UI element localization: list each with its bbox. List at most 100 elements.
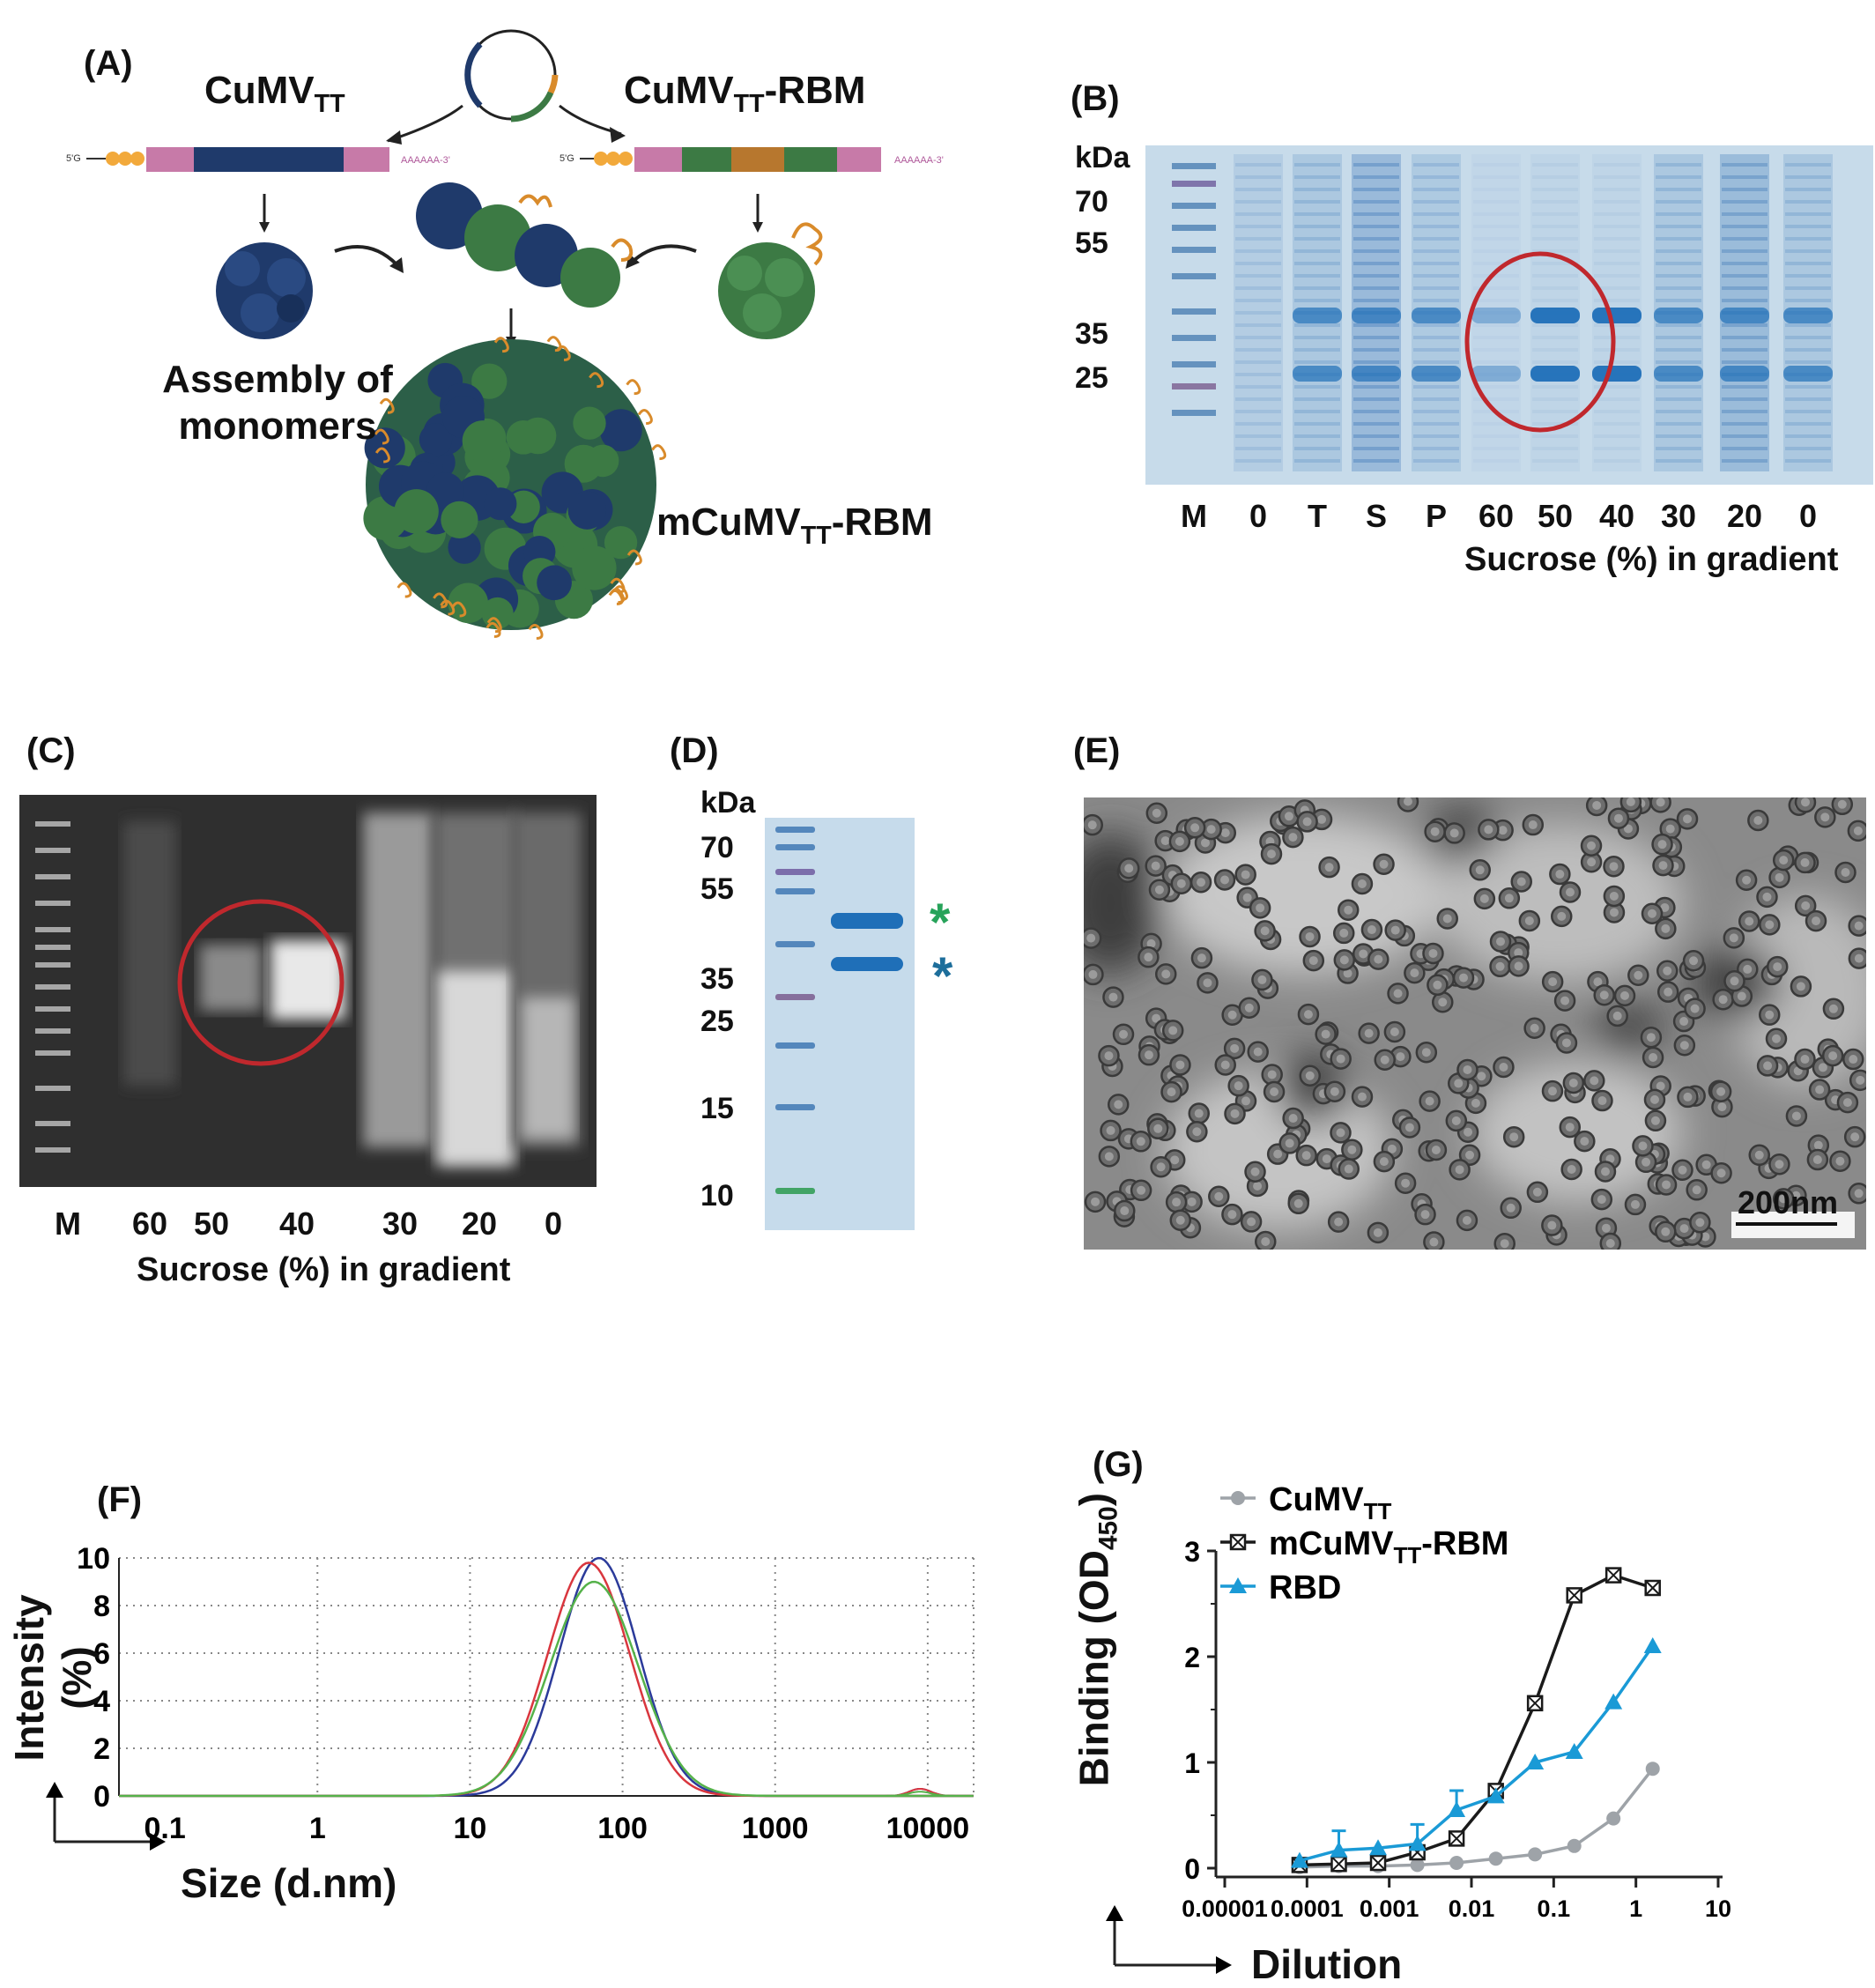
panel-g-series-0-point-6	[1528, 1847, 1543, 1862]
panel-b-lane-6: 50	[1537, 498, 1574, 534]
panel-f-xtick-100: 100	[597, 1812, 648, 1845]
panel-b-lane-1: 0	[1249, 498, 1268, 534]
scale-bar	[1736, 1222, 1837, 1226]
panel-g-series-2-point-9	[1643, 1637, 1662, 1653]
panel-d-marker-35: 35	[700, 962, 734, 996]
construct-left-label: CuMVTT	[204, 69, 345, 118]
panel-g-series-2-point-0	[1290, 1851, 1308, 1868]
panel-g-series-2-point-4	[1448, 1801, 1466, 1817]
panel-c-lane-6: 0	[544, 1205, 563, 1242]
panel-g-xtick-2: 0.001	[1360, 1895, 1419, 1922]
panel-f-label: (F)	[97, 1480, 143, 1519]
panel-c-lane-3: 40	[278, 1205, 315, 1242]
panel-g-series-2-point-6	[1526, 1754, 1545, 1769]
panel-a-label: (A)	[84, 44, 133, 83]
panel-g-ytick-1: 1	[1184, 1747, 1200, 1779]
panel-g-legend-0: CuMVTT	[1269, 1481, 1392, 1524]
panel-g-xtick-5: 1	[1629, 1895, 1642, 1922]
panel-b-lane-8: 30	[1660, 498, 1697, 534]
panel-g-legend-marker-2	[1229, 1577, 1247, 1593]
panel-f-xtick-0.1: 0.1	[144, 1812, 185, 1845]
panel-b-lane-10: 0	[1798, 498, 1818, 534]
plasmid-icon	[464, 29, 559, 122]
panel-c-lane-1: 60	[131, 1205, 168, 1242]
panel-g-ytick-3: 3	[1184, 1536, 1200, 1568]
panel-d-label: (D)	[670, 731, 719, 770]
panel-g-series-1-point-6	[1526, 1695, 1544, 1712]
panel-f-xtick-1000: 1000	[742, 1812, 809, 1845]
panel-b-lane-3: S	[1365, 498, 1387, 534]
panel-g-legend-2: RBD	[1269, 1569, 1341, 1606]
panel-g-legend-1: mCuMVTT-RBM	[1269, 1525, 1508, 1569]
panel-c-highlight-circle	[177, 899, 345, 1066]
panel-g-series-1-point-7	[1566, 1587, 1582, 1604]
panel-g-series-1	[1299, 1573, 1654, 1867]
panel-g-xtick-0: 0.00001	[1182, 1895, 1268, 1922]
panel-f-ytick-8: 8	[93, 1590, 110, 1623]
panel-f-xtick-10: 10	[454, 1812, 487, 1845]
panel-d-marker-15: 15	[700, 1092, 734, 1125]
green-monomer-icon	[718, 222, 823, 339]
panel-g-series-2-point-3	[1408, 1835, 1427, 1851]
panel-g-ytick-2: 2	[1184, 1642, 1200, 1673]
asterisk-green-icon: *	[930, 893, 951, 952]
panel-b-marker-25: 25	[1075, 361, 1108, 395]
panel-g-xtick-4: 0.1	[1538, 1895, 1571, 1922]
panel-b-lane-2: T	[1308, 498, 1327, 534]
construct-right-label: CuMVTT-RBM	[624, 69, 866, 118]
panel-f-ytick-2: 2	[93, 1732, 110, 1766]
panel-g-series-1-point-8	[1604, 1567, 1622, 1584]
panel-f-ylabel: Intensity (%)	[6, 1594, 100, 1762]
panel-f-xtick-10000: 10000	[886, 1812, 970, 1845]
panel-c-lane-0: M	[55, 1205, 81, 1242]
panel-c-label: (C)	[26, 731, 76, 770]
panel-b-gel	[1145, 145, 1873, 485]
panel-g-legend-marker-0	[1231, 1491, 1245, 1505]
panel-g-xtick-1: 0.0001	[1271, 1895, 1344, 1922]
panel-b-marker-55: 55	[1075, 226, 1108, 260]
panel-c-lane-labels: M 60 50 40 30 20 0	[19, 1205, 597, 1245]
panel-g-label: (G)	[1093, 1445, 1144, 1484]
panel-f-ytick-10: 10	[77, 1542, 110, 1576]
panel-c-gel	[19, 795, 597, 1187]
panel-g-series-0-point-4	[1449, 1856, 1464, 1870]
panel-f-ytick-0: 0	[93, 1780, 110, 1814]
panel-a-diagram: 5'G AAAAAA-3' 5'G AAAAAA-3'	[66, 29, 944, 640]
panel-d-gel	[765, 818, 915, 1230]
panel-f-xlabel: Size (d.nm)	[181, 1860, 397, 1906]
panel-g-ylabel: Binding (OD450)	[1071, 1492, 1123, 1787]
panel-g-ytick-0: 0	[1184, 1853, 1200, 1885]
panel-b-caption: Sucrose (%) in gradient	[1464, 541, 1839, 578]
panel-g-series-0-point-3	[1410, 1858, 1425, 1873]
panel-g-xtick-3: 0.01	[1449, 1895, 1495, 1922]
panel-g-series-2-point-1	[1330, 1841, 1348, 1858]
panel-g-series-0-point-5	[1488, 1851, 1503, 1866]
panel-b-lane-0: M	[1181, 498, 1207, 534]
construct-right: 5'G AAAAAA-3'	[560, 147, 944, 172]
asterisk-blue-icon: *	[932, 946, 953, 1005]
panel-d-unit: kDa	[700, 786, 756, 820]
panel-c-lane-2: 50	[193, 1205, 230, 1242]
scale-bar-label: 200nm	[1738, 1184, 1839, 1220]
panel-e-tem-image	[1084, 797, 1866, 1250]
construct-left: 5'G AAAAAA-3'	[66, 147, 450, 172]
panel-f-xtick-1: 1	[309, 1812, 326, 1845]
panel-g-legend-marker-1	[1229, 1533, 1247, 1551]
panel-d-marker-70: 70	[700, 831, 734, 864]
panel-g-series-1-point-2	[1369, 1854, 1387, 1872]
panel-g-series-1-point-4	[1448, 1830, 1465, 1847]
panel-b-lane-5: 60	[1478, 498, 1515, 534]
panel-g-series-2-point-7	[1565, 1743, 1583, 1759]
panel-c-lane-5: 20	[461, 1205, 498, 1242]
panel-f-ytick-6: 6	[93, 1637, 110, 1671]
panel-c-lane-4: 30	[382, 1205, 419, 1242]
panel-f-chart: 10 8 6 4 2 0 0.1 1 10 100 1000 10000	[46, 1542, 975, 1851]
product-label: mCuMVTT-RBM	[656, 501, 933, 550]
panel-g-series-2	[1299, 1644, 1655, 1863]
panel-b-highlight-circle	[1464, 251, 1616, 433]
five-prime-label: 5'G	[66, 153, 81, 164]
panel-g-series-1-point-9	[1644, 1579, 1661, 1597]
vlp-particle-icon	[363, 336, 667, 640]
panel-g-xlabel: Dilution	[1251, 1941, 1403, 1987]
